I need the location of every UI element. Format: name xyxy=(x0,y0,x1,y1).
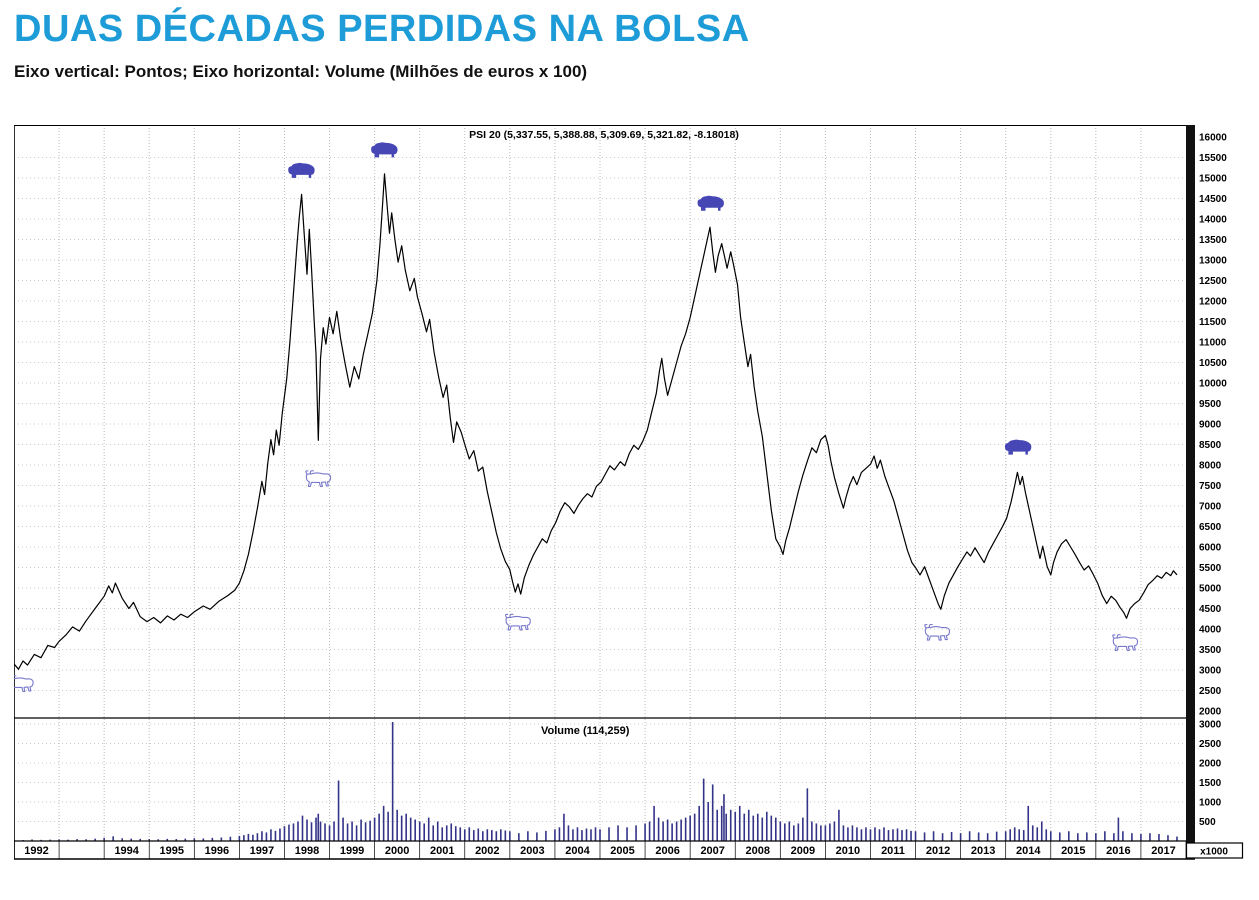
volume-bars xyxy=(13,722,1178,842)
svg-text:2012: 2012 xyxy=(926,845,950,857)
svg-text:15500: 15500 xyxy=(1199,153,1227,164)
svg-text:1500: 1500 xyxy=(1199,778,1222,789)
svg-text:500: 500 xyxy=(1199,817,1216,828)
page-title: DUAS DÉCADAS PERDIDAS NA BOLSA xyxy=(14,8,750,50)
svg-text:1996: 1996 xyxy=(205,845,229,857)
svg-text:1997: 1997 xyxy=(250,845,274,857)
svg-text:3000: 3000 xyxy=(1199,720,1222,731)
svg-text:14500: 14500 xyxy=(1199,194,1227,205)
svg-text:8000: 8000 xyxy=(1199,461,1222,472)
right-axis-strip xyxy=(1186,125,1195,859)
svg-text:2010: 2010 xyxy=(836,845,860,857)
svg-text:2000: 2000 xyxy=(1199,759,1222,770)
svg-text:1998: 1998 xyxy=(295,845,319,857)
volume-panel-label: Volume (114,259) xyxy=(541,725,630,737)
svg-text:6500: 6500 xyxy=(1199,522,1222,533)
svg-text:1999: 1999 xyxy=(340,845,364,857)
svg-text:2002: 2002 xyxy=(475,845,499,857)
svg-text:13000: 13000 xyxy=(1199,256,1227,267)
svg-text:9000: 9000 xyxy=(1199,420,1222,431)
svg-text:7500: 7500 xyxy=(1199,481,1222,492)
bear-icon xyxy=(288,162,315,178)
svg-text:3000: 3000 xyxy=(1199,666,1222,677)
svg-text:11000: 11000 xyxy=(1199,338,1227,349)
price-panel-label: PSI 20 (5,337.55, 5,388.88, 5,309.69, 5,… xyxy=(469,129,739,141)
svg-text:13500: 13500 xyxy=(1199,235,1227,246)
svg-text:8500: 8500 xyxy=(1199,440,1222,451)
svg-text:1000: 1000 xyxy=(1199,798,1222,809)
svg-text:2003: 2003 xyxy=(520,845,544,857)
svg-text:3500: 3500 xyxy=(1199,645,1222,656)
price-line xyxy=(13,173,1178,670)
chart-frame xyxy=(14,125,1195,860)
svg-text:10500: 10500 xyxy=(1199,358,1227,369)
svg-text:5500: 5500 xyxy=(1199,563,1222,574)
svg-text:2017: 2017 xyxy=(1151,845,1175,857)
svg-text:1992: 1992 xyxy=(24,845,48,857)
svg-text:2000: 2000 xyxy=(1199,707,1222,718)
psi20-chart-svg: 16000 15500 15000 14500 14000 13500 13000 12500… xyxy=(7,125,1244,860)
svg-text:2009: 2009 xyxy=(791,845,815,857)
svg-text:9500: 9500 xyxy=(1199,399,1222,410)
svg-text:15000: 15000 xyxy=(1199,174,1227,185)
svg-text:2014: 2014 xyxy=(1016,845,1041,857)
svg-text:2000: 2000 xyxy=(385,845,409,857)
bull-icon xyxy=(1112,634,1139,651)
svg-text:16000: 16000 xyxy=(1199,133,1227,144)
bear-icon xyxy=(371,142,398,158)
svg-text:10000: 10000 xyxy=(1199,379,1227,390)
svg-text:2001: 2001 xyxy=(430,845,454,857)
y-axis-labels: 16000 15500 15000 14500 14000 13500 13000 12500… xyxy=(1199,133,1227,718)
svg-text:5000: 5000 xyxy=(1199,584,1222,595)
svg-text:2016: 2016 xyxy=(1106,845,1130,857)
svg-text:2004: 2004 xyxy=(565,845,590,857)
bull-icon xyxy=(305,470,332,487)
svg-text:2015: 2015 xyxy=(1061,845,1085,857)
svg-text:12000: 12000 xyxy=(1199,297,1227,308)
bear-icon xyxy=(1004,439,1032,455)
axis-note: Eixo vertical: Pontos; Eixo horizontal: … xyxy=(14,62,588,81)
svg-text:14000: 14000 xyxy=(1199,215,1227,226)
psi20-chart: 16000 15500 15000 14500 14000 13500 13000 12500… xyxy=(7,125,1245,862)
bear-icon xyxy=(697,195,724,211)
svg-text:6000: 6000 xyxy=(1199,543,1222,554)
svg-text:1994: 1994 xyxy=(114,845,139,857)
svg-text:2005: 2005 xyxy=(610,845,634,857)
svg-text:2011: 2011 xyxy=(881,845,905,857)
svg-text:x1000: x1000 xyxy=(1200,847,1228,858)
bull-icon xyxy=(924,623,951,641)
svg-text:2007: 2007 xyxy=(700,845,724,857)
svg-text:7000: 7000 xyxy=(1199,502,1222,513)
svg-text:11500: 11500 xyxy=(1199,317,1227,328)
svg-text:2006: 2006 xyxy=(655,845,679,857)
svg-text:2013: 2013 xyxy=(971,845,995,857)
svg-text:2500: 2500 xyxy=(1199,739,1222,750)
bull-icon xyxy=(505,613,531,631)
x1000-label: x1000 xyxy=(1185,842,1244,859)
svg-text:2008: 2008 xyxy=(746,845,770,857)
svg-text:4500: 4500 xyxy=(1199,604,1222,615)
svg-text:12500: 12500 xyxy=(1199,276,1227,287)
volume-axis-labels: 3000 2500 2000 1500 1000 500 xyxy=(1199,720,1222,829)
svg-text:4000: 4000 xyxy=(1199,625,1222,636)
svg-text:1995: 1995 xyxy=(160,845,184,857)
x-axis-labels: 1992 1994 1995 1996 1997 1998 1999 2000 2001 2002… xyxy=(13,841,1187,859)
svg-text:2500: 2500 xyxy=(1199,686,1222,697)
bull-icon xyxy=(7,675,34,692)
